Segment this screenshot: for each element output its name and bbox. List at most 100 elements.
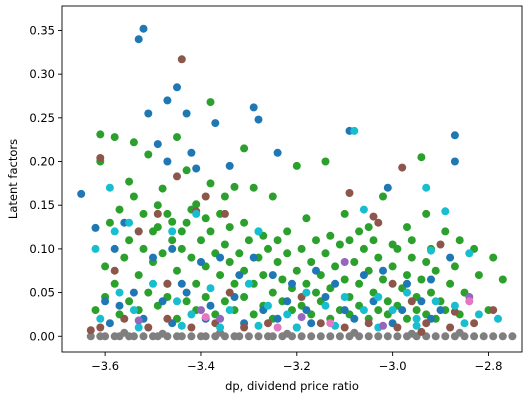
data-point [177, 279, 186, 288]
data-point [359, 271, 368, 280]
data-point [422, 319, 431, 328]
data-point [355, 227, 364, 236]
data-point [407, 236, 416, 245]
data-point [187, 323, 196, 332]
data-point [350, 314, 359, 323]
y-tick-label: 0.10 [29, 242, 55, 256]
data-point [446, 279, 455, 288]
data-point [379, 192, 387, 201]
data-point [374, 332, 383, 341]
data-point [134, 316, 143, 325]
data-point [254, 321, 263, 330]
data-point [192, 279, 201, 288]
data-point [393, 323, 402, 332]
data-point [369, 236, 378, 245]
data-point [129, 288, 138, 297]
data-point [283, 249, 292, 258]
data-point [364, 332, 373, 341]
data-point [105, 218, 114, 227]
data-point [129, 138, 138, 147]
data-point [110, 227, 119, 236]
data-point [163, 157, 172, 166]
data-point [359, 244, 368, 253]
data-point [230, 182, 239, 191]
data-point [101, 297, 110, 306]
data-point [86, 326, 95, 335]
data-point [455, 328, 464, 337]
data-point [173, 133, 181, 142]
data-point [427, 275, 435, 284]
data-point [192, 164, 201, 173]
data-point [273, 314, 282, 323]
data-point [177, 244, 186, 253]
data-point [244, 332, 253, 341]
y-tick-label: 0.30 [29, 67, 55, 81]
data-point [197, 258, 205, 266]
data-point [134, 227, 143, 236]
data-point [273, 323, 282, 332]
data-point [240, 323, 249, 332]
data-point [101, 332, 110, 341]
y-tick-label: 0.00 [29, 329, 55, 343]
data-point [374, 253, 383, 262]
data-point [96, 314, 105, 323]
data-point [422, 183, 431, 192]
data-point [163, 209, 172, 218]
data-point [125, 297, 134, 306]
data-point [144, 288, 153, 297]
data-point [340, 306, 349, 315]
data-point [254, 332, 263, 341]
data-point [307, 319, 316, 328]
data-point [163, 279, 172, 288]
data-point [177, 227, 186, 236]
data-point [187, 253, 196, 262]
data-point [129, 192, 138, 201]
data-point [211, 119, 220, 128]
data-point [168, 227, 177, 236]
data-point [264, 244, 272, 253]
data-point [177, 55, 186, 64]
data-point [105, 319, 114, 328]
data-point [268, 288, 277, 297]
data-point [427, 246, 435, 255]
data-point [110, 133, 119, 142]
data-point [173, 266, 181, 275]
data-point [187, 332, 196, 341]
data-point [312, 288, 320, 297]
data-point [283, 297, 292, 306]
data-point [374, 218, 383, 227]
data-point [182, 218, 191, 227]
data-point [489, 253, 498, 262]
data-point [417, 327, 426, 336]
data-point [120, 314, 129, 323]
data-point [139, 244, 148, 253]
data-point [197, 236, 205, 245]
data-point [498, 332, 507, 341]
data-point [235, 332, 244, 341]
data-point [187, 148, 196, 157]
data-point [125, 218, 134, 227]
data-point [173, 172, 181, 181]
data-point [177, 321, 186, 330]
data-point [91, 223, 100, 232]
data-point [163, 96, 172, 105]
data-point [110, 279, 119, 288]
data-point [292, 161, 301, 170]
data-point [254, 115, 263, 124]
data-point [158, 297, 167, 306]
data-point [307, 258, 316, 266]
data-point [153, 223, 162, 232]
data-point [244, 279, 253, 288]
y-tick-label: 0.20 [29, 155, 55, 169]
data-point [508, 332, 517, 341]
x-tick-label: −3.0 [379, 359, 407, 373]
data-point [268, 332, 277, 341]
data-point [182, 288, 191, 297]
data-point [379, 275, 387, 284]
data-point [340, 258, 349, 266]
data-point [335, 332, 344, 341]
data-point [101, 262, 110, 271]
data-point [201, 192, 210, 201]
data-point [249, 310, 258, 319]
data-point [359, 306, 368, 315]
